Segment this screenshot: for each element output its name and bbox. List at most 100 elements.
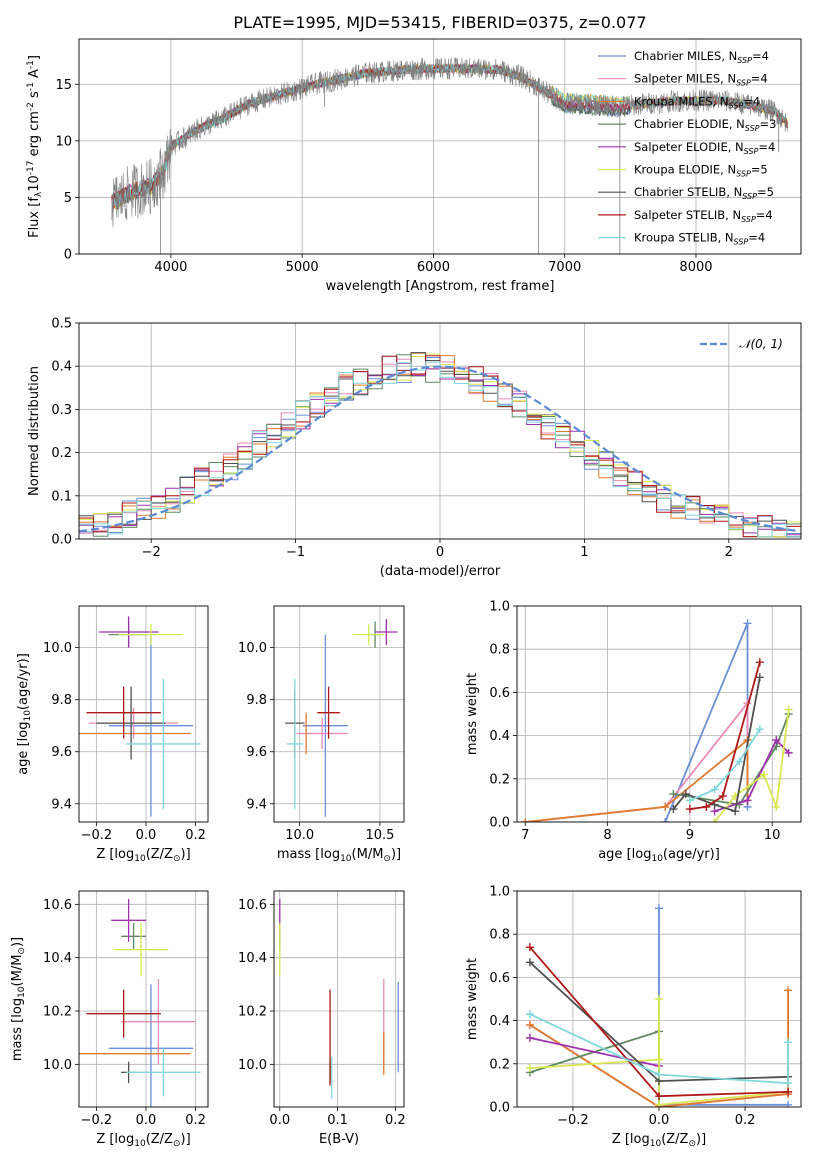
mass-vs-z-ytick-label: 10.6	[43, 898, 72, 913]
weight-vs-z-marker	[525, 1064, 534, 1073]
weight-vs-age-series-salpeter-elodie	[714, 738, 790, 813]
weight-vs-age-marker	[710, 818, 719, 822]
age-vs-mass-ytick-label: 10.0	[238, 641, 267, 656]
age-vs-mass-point-salpeter-stelib	[317, 686, 340, 739]
weight-vs-z-marker	[655, 1092, 663, 1101]
mass-vs-ebv-ytick-label: 10.4	[238, 951, 267, 966]
spectrum-xlabel: wavelength [Angstrom, rest frame]	[326, 279, 555, 294]
residuals-ytick-label: 0.2	[51, 446, 72, 461]
weight-vs-z-series-kroupa-stelib	[529, 1013, 789, 1085]
residuals-xtick-label: 1	[580, 545, 588, 560]
weight-vs-age-ylabel: mass weight	[465, 673, 480, 755]
weight-vs-age-ytick-label: 0.8	[489, 643, 510, 658]
spectrum-xtick-label: 7000	[548, 260, 581, 275]
weight-vs-z-marker	[784, 1100, 793, 1107]
weight-vs-age-marker	[743, 619, 752, 628]
mass-vs-ebv-plot-area	[274, 891, 404, 1107]
weight-vs-z-marker	[784, 986, 793, 995]
spectrum-ylabel: Flux [fλ​10-17​ erg cm-2​ s-1​ A-1​]	[26, 55, 44, 238]
weight-vs-age-marker	[669, 789, 678, 798]
panel-weight-vs-z: −0.2 0.0 0.2 0.0 0.2 0.4 0.6 0.8 1.0 Z [log10​(Z/…	[465, 885, 802, 1149]
weight-vs-z-plot-area	[517, 891, 801, 1107]
residuals-ytick-label: 0.5	[51, 317, 72, 332]
mass-vs-ebv-xlabel: E(B-V)	[319, 1132, 359, 1147]
hist-kroupa-stelib	[79, 361, 801, 538]
age-vs-z-frame	[78, 605, 209, 823]
residuals-xlabel: (data-model)/error	[380, 564, 501, 579]
weight-vs-z-marker	[525, 943, 534, 952]
age-vs-mass-frame	[273, 605, 405, 823]
mass-vs-z-point-kroupa-elodie	[113, 923, 169, 977]
legend-label-normal: 𝒩(0, 1)	[739, 337, 783, 351]
residuals-xtick-label: 2	[725, 545, 733, 560]
mass-vs-ebv-xtick-label: 0.0	[269, 1113, 290, 1128]
weight-vs-z-ytick-label: 0.6	[489, 971, 510, 986]
age-vs-mass-ytick-label: 9.8	[246, 693, 267, 708]
mass-vs-z-ytick-label: 10.4	[43, 951, 72, 966]
panel-weight-vs-age: 7 8 9 10 0.0 0.2 0.4 0.6 0.8 1.0 age [log10​(age/y…	[465, 600, 802, 864]
mass-vs-z-xtick-label: −0.2	[81, 1113, 113, 1128]
mass-vs-z-point-kroupa-stelib	[126, 1048, 201, 1097]
spectrum-xtick-label: 8000	[679, 260, 712, 275]
weight-vs-age-marker	[743, 796, 752, 805]
legend-label-kroupa-elodie: Kroupa ELODIE, NSSP=5	[634, 163, 768, 179]
age-vs-mass-xtick-label: 10.5	[365, 828, 394, 843]
weight-vs-z-marker	[655, 904, 663, 913]
spectrum-data	[111, 57, 788, 228]
age-vs-mass-ytick-label: 9.6	[246, 745, 267, 760]
residuals-ytick-label: 0.4	[51, 360, 72, 375]
mass-vs-z-point-chabrier-miles	[108, 984, 194, 1107]
weight-vs-age-marker	[718, 792, 727, 801]
weight-vs-z-ytick-label: 0.8	[489, 928, 510, 943]
weight-vs-age-marker	[759, 770, 768, 779]
mass-vs-z-point-salpeter-miles	[121, 979, 196, 1065]
weight-vs-z-ylabel: mass weight	[465, 958, 480, 1040]
weight-vs-age-series-kroupa-miles	[525, 738, 749, 822]
age-vs-z-point-kroupa-stelib	[126, 678, 201, 809]
legend-label-salpeter-elodie: Salpeter ELODIE, NSSP=4	[634, 140, 775, 156]
spectrum-ytick-label: 5	[64, 191, 72, 206]
mass-vs-z-ytick-label: 10.2	[43, 1005, 72, 1020]
mass-vs-ebv-ytick-label: 10.2	[238, 1005, 267, 1020]
legend-label-kroupa-stelib: Kroupa STELIB, NSSP=4	[634, 231, 765, 247]
mass-vs-ebv-xtick-label: 0.1	[327, 1113, 348, 1128]
age-vs-z-point-chabrier-stelib	[96, 686, 166, 760]
weight-vs-age-marker	[735, 757, 744, 766]
weight-vs-z-frame	[516, 890, 802, 1108]
residuals-frame	[78, 322, 802, 540]
residuals-xtick-label: −2	[142, 545, 161, 560]
weight-vs-z-marker	[525, 958, 534, 967]
weight-vs-age-marker	[702, 802, 711, 811]
panel-spectrum: 4000 5000 6000 7000 8000 0 5 10 15 wavelength [An…	[26, 38, 802, 294]
weight-vs-z-ytick-label: 0.0	[489, 1101, 510, 1116]
weight-vs-age-marker	[772, 735, 781, 744]
mass-vs-z-plot-area	[79, 891, 208, 1107]
spectrum-ytick-label: 10	[55, 134, 72, 149]
weight-vs-z-ytick-label: 0.2	[489, 1057, 510, 1072]
weight-vs-age-marker	[784, 705, 793, 714]
mass-vs-z-ytick-label: 10.0	[43, 1058, 72, 1073]
mass-vs-ebv-frame	[273, 890, 405, 1108]
mass-vs-ebv-ytick-label: 10.6	[238, 898, 267, 913]
residuals-ytick-label: 0.0	[51, 533, 72, 548]
panel-age-vs-z: −0.2 0.0 0.2 9.4 9.6 9.8 10.0 Z [log10​(Z/Z⊙​)]…	[16, 605, 209, 864]
age-vs-mass-xlabel: mass [log10​(M/M⊙​)]	[277, 847, 401, 864]
age-vs-z-xtick-label: 0.2	[185, 828, 206, 843]
weight-vs-z-marker	[655, 995, 663, 1003]
mass-vs-z-xtick-label: 0.0	[136, 1113, 157, 1128]
residuals-xtick-label: −1	[286, 545, 305, 560]
weight-vs-z-marker	[784, 1079, 793, 1088]
hist-salpeter-stelib	[79, 355, 801, 538]
mass-vs-z-point-chabrier-elodie	[121, 923, 146, 950]
weight-vs-age-marker	[772, 802, 781, 811]
weight-vs-age-ytick-label: 0.2	[489, 772, 510, 787]
weight-vs-age-ytick-label: 1.0	[489, 600, 510, 615]
weight-vs-age-marker	[755, 658, 764, 667]
weight-vs-age-frame	[516, 605, 802, 823]
age-vs-mass-point-kroupa-stelib	[286, 678, 303, 809]
age-vs-z-ytick-label: 9.4	[51, 797, 72, 812]
weight-vs-age-series-chabrier-elodie	[673, 713, 790, 806]
legend-label-chabrier-stelib: Chabrier STELIB, NSSP=5	[634, 185, 774, 201]
mass-vs-ebv-xtick-label: 0.2	[385, 1113, 406, 1128]
